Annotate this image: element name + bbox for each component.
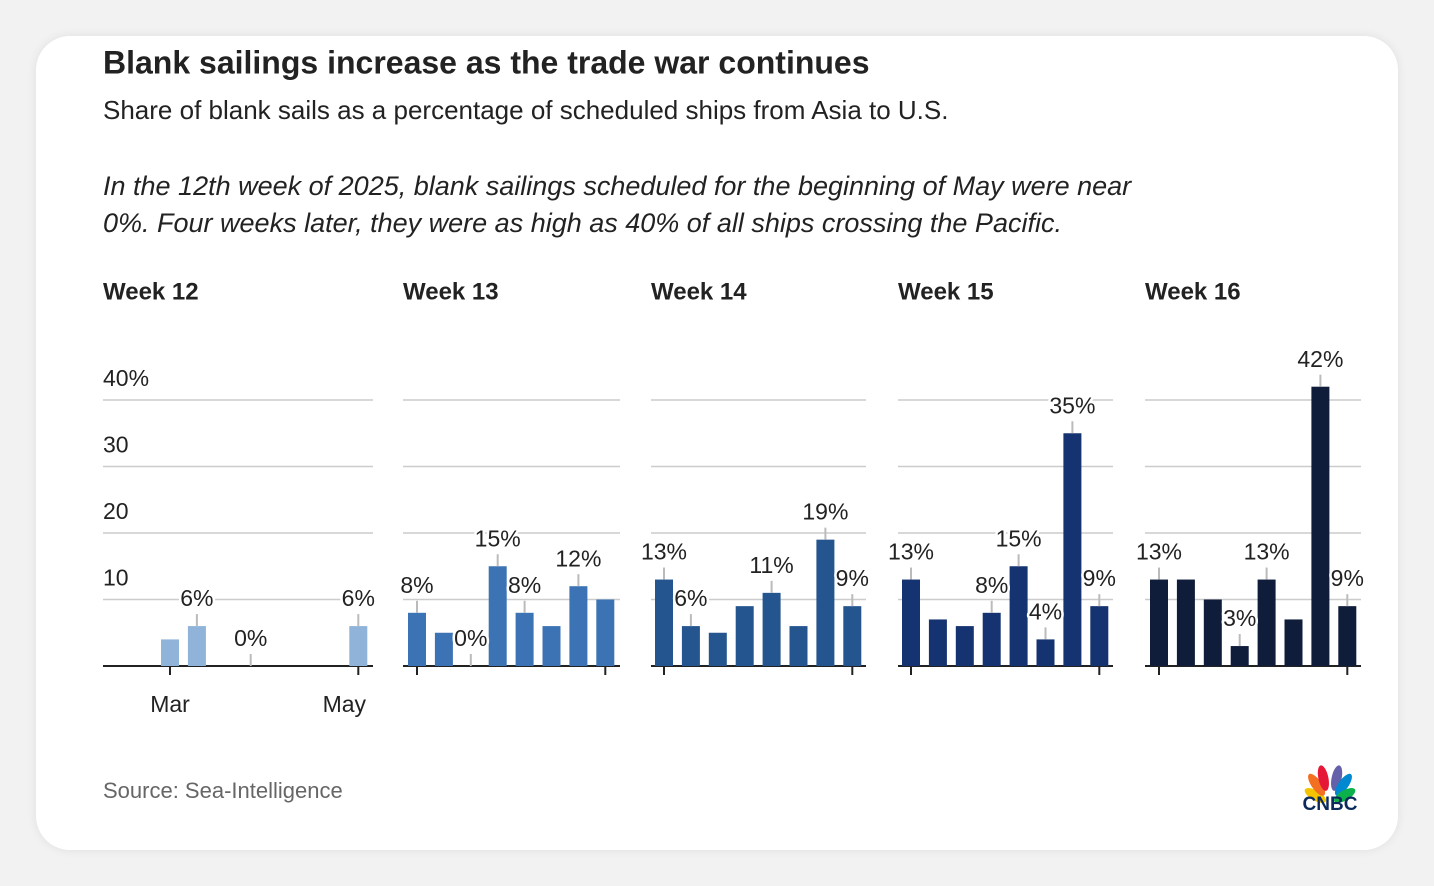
bar: [1176, 579, 1195, 666]
x-tick-label: Mar: [150, 691, 190, 717]
value-label: 3%: [1223, 605, 1256, 631]
bar: [1203, 599, 1222, 666]
value-label: 9%: [1331, 565, 1364, 591]
value-label: 15%: [996, 525, 1042, 551]
bar: [762, 592, 781, 666]
card: [36, 36, 1398, 850]
logo: CNBC: [1303, 794, 1358, 815]
bar: [349, 626, 368, 666]
bar: [569, 586, 588, 666]
note: 0%. Four weeks later, they were as high …: [103, 208, 1062, 238]
bar: [1257, 579, 1276, 666]
bar: [1284, 619, 1303, 666]
logo-icon: [1304, 765, 1356, 803]
bar: [1090, 606, 1109, 666]
value-label: 15%: [475, 525, 521, 551]
bar: [843, 606, 862, 666]
bar: [982, 612, 1001, 666]
value-label: 4%: [1029, 598, 1062, 624]
value-label: 13%: [1136, 539, 1182, 565]
note: In the 12th week of 2025, blank sailings…: [103, 171, 1132, 201]
y-tick-label: 40%: [103, 365, 149, 391]
x-tick-label: May: [323, 691, 367, 717]
value-label: 8%: [400, 572, 433, 598]
bar: [1150, 579, 1168, 666]
bar: [596, 599, 615, 666]
bar: [1036, 639, 1055, 666]
bar: [542, 626, 561, 666]
bar: [955, 626, 974, 666]
value-label: 0%: [454, 625, 487, 651]
value-label: 6%: [180, 585, 213, 611]
panel-title: Week 14: [651, 278, 747, 305]
value-label: 6%: [674, 585, 707, 611]
bar: [161, 639, 179, 666]
value-label: 8%: [975, 572, 1008, 598]
panel-title: Week 16: [1145, 278, 1241, 305]
value-label: 13%: [888, 539, 934, 565]
source: Source: Sea-Intelligence: [103, 778, 343, 803]
value-label: 6%: [342, 585, 375, 611]
title: Blank sailings increase as the trade war…: [103, 44, 870, 80]
y-tick-label: 20: [103, 498, 129, 524]
value-label: 13%: [1244, 539, 1290, 565]
bar: [1230, 646, 1249, 666]
bar: [187, 626, 206, 666]
panel-title: Week 13: [403, 278, 499, 305]
panel-title: Week 15: [898, 278, 994, 305]
bar: [708, 632, 727, 666]
value-label: 9%: [836, 565, 869, 591]
bar: [681, 626, 700, 666]
bar: [408, 612, 426, 666]
bar: [735, 606, 754, 666]
value-label: 42%: [1297, 346, 1343, 372]
value-label: 8%: [508, 572, 541, 598]
value-label: 11%: [749, 552, 793, 578]
subtitle: Share of blank sails as a percentage of …: [103, 95, 948, 125]
bar: [789, 626, 808, 666]
bar: [816, 539, 835, 666]
bar: [434, 632, 453, 666]
bar: [1009, 566, 1028, 666]
bar: [1311, 386, 1330, 666]
value-label: 13%: [641, 539, 687, 565]
value-label: 0%: [234, 625, 267, 651]
y-tick-label: 30: [103, 432, 129, 458]
value-label: 12%: [555, 545, 601, 571]
bar: [1338, 606, 1357, 666]
bar: [928, 619, 947, 666]
bar: [1063, 433, 1082, 666]
bar: [655, 579, 673, 666]
bar: [515, 612, 534, 666]
value-label: 19%: [802, 499, 848, 525]
value-label: 35%: [1049, 392, 1095, 418]
bar: [488, 566, 507, 666]
bar: [902, 579, 920, 666]
panel-title: Week 12: [103, 278, 199, 305]
value-label: 9%: [1083, 565, 1116, 591]
y-tick-label: 10: [103, 565, 129, 591]
